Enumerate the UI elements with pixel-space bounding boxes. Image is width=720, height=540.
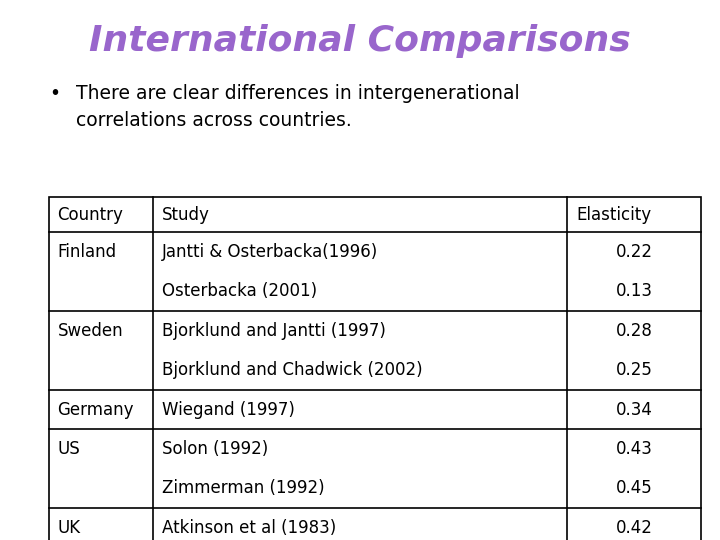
Text: Germany: Germany bbox=[58, 401, 134, 418]
Text: Bjorklund and Chadwick (2002): Bjorklund and Chadwick (2002) bbox=[162, 361, 423, 379]
Text: Study: Study bbox=[162, 206, 210, 224]
Text: Sweden: Sweden bbox=[58, 322, 123, 340]
Text: 0.13: 0.13 bbox=[616, 282, 652, 300]
Text: 0.45: 0.45 bbox=[616, 480, 652, 497]
Text: Bjorklund and Jantti (1997): Bjorklund and Jantti (1997) bbox=[162, 322, 386, 340]
Text: International Comparisons: International Comparisons bbox=[89, 24, 631, 58]
Text: 0.28: 0.28 bbox=[616, 322, 652, 340]
Text: 0.25: 0.25 bbox=[616, 361, 652, 379]
Text: 0.43: 0.43 bbox=[616, 440, 652, 458]
Text: UK: UK bbox=[58, 519, 81, 537]
Text: US: US bbox=[58, 440, 81, 458]
Text: Elasticity: Elasticity bbox=[576, 206, 651, 224]
Text: •: • bbox=[49, 84, 60, 103]
Text: 0.34: 0.34 bbox=[616, 401, 652, 418]
Text: Finland: Finland bbox=[58, 243, 117, 261]
Text: Atkinson et al (1983): Atkinson et al (1983) bbox=[162, 519, 336, 537]
Text: Wiegand (1997): Wiegand (1997) bbox=[162, 401, 295, 418]
Text: Solon (1992): Solon (1992) bbox=[162, 440, 269, 458]
Text: Osterbacka (2001): Osterbacka (2001) bbox=[162, 282, 317, 300]
Text: Jantti & Osterbacka(1996): Jantti & Osterbacka(1996) bbox=[162, 243, 378, 261]
Text: Zimmerman (1992): Zimmerman (1992) bbox=[162, 480, 325, 497]
Text: Country: Country bbox=[58, 206, 123, 224]
Text: 0.22: 0.22 bbox=[616, 243, 652, 261]
Text: There are clear differences in intergenerational: There are clear differences in intergene… bbox=[76, 84, 519, 103]
Text: 0.42: 0.42 bbox=[616, 519, 652, 537]
Text: correlations across countries.: correlations across countries. bbox=[76, 111, 351, 130]
